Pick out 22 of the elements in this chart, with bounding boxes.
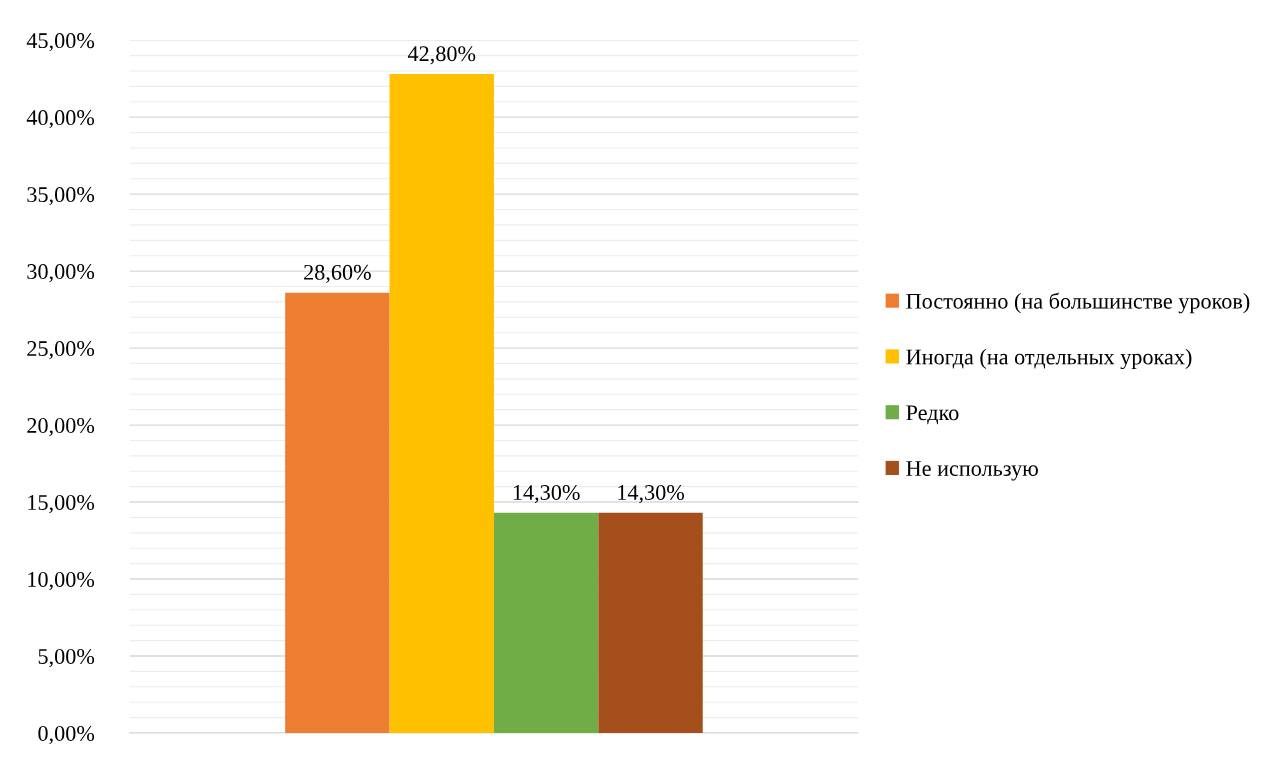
bar [285, 292, 390, 733]
y-tick-label: 45,00% [26, 33, 95, 52]
y-tick-label: 0,00% [38, 725, 95, 745]
legend-label: Не использую [906, 461, 1038, 481]
y-tick-label: 5,00% [38, 648, 95, 668]
data-label: 14,30% [618, 484, 685, 504]
y-tick-label: 40,00% [26, 110, 95, 129]
data-label: 42,80% [407, 46, 476, 65]
data-label: 14,30% [513, 484, 580, 504]
legend-label: Редко [906, 405, 959, 425]
y-tick-label: 15,00% [28, 494, 95, 514]
bar [389, 74, 494, 733]
data-label: 28,60% [304, 264, 371, 284]
y-tick-label: 20,00% [27, 418, 95, 437]
y-tick-label: 30,00% [27, 264, 95, 283]
legend-label: Постоянно (на большинстве уроков) [906, 292, 1250, 314]
y-tick-label: 35,00% [27, 187, 95, 206]
bar [598, 512, 703, 733]
bar [493, 512, 599, 733]
y-tick-label: 25,00% [27, 341, 95, 360]
y-tick-label: 10,00% [28, 571, 95, 591]
legend-label: Иногда (на отдельных уроках) [906, 348, 1192, 370]
